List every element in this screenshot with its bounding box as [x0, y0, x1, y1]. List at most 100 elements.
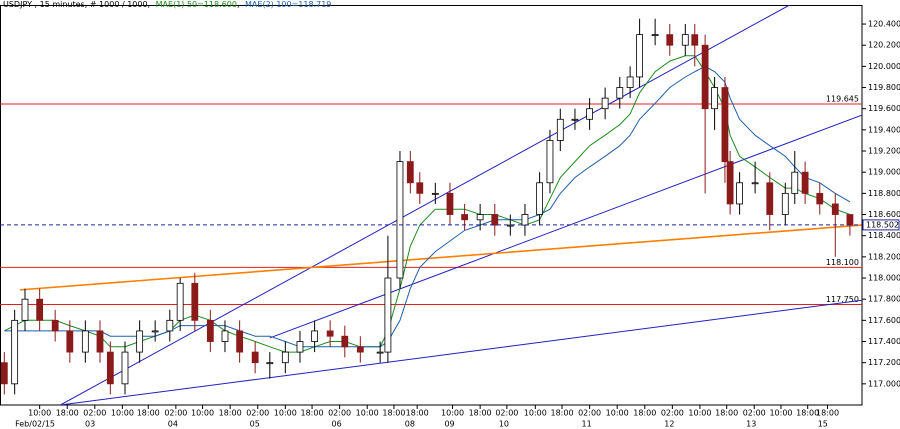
candle-body: [601, 97, 609, 110]
candle-body: [266, 362, 274, 365]
y-tick-label: 118.200: [868, 252, 900, 261]
x-tick-label: 02:00: [743, 409, 766, 418]
y-tick-label: 117.200: [868, 358, 900, 367]
candle-body: [701, 44, 709, 110]
y-tick-label: 119.800: [868, 83, 900, 92]
candle-body: [506, 224, 514, 227]
moving-average: [4, 55, 851, 353]
current-price-box: [862, 219, 900, 231]
x-tick-label: 18:00: [219, 409, 242, 418]
candle-body: [751, 182, 759, 185]
current-price-label: 118.502: [866, 220, 899, 229]
candle-body: [384, 277, 392, 353]
date-label: 12: [664, 420, 674, 429]
x-tick-label: 02:00: [328, 409, 351, 418]
y-tick-label: 120.400: [868, 20, 900, 29]
candle-body: [711, 87, 718, 110]
legend-entry: MAE(2) 100=118.719: [245, 0, 331, 9]
y-tick-label: 117.000: [868, 379, 900, 388]
trend-line: [60, 299, 862, 405]
plot-area: 119.645 118.100 117.750: [0, 5, 862, 405]
candle-body: [801, 171, 809, 194]
y-tick-label: 118.800: [868, 189, 900, 198]
candle-body: [446, 192, 454, 215]
candle-body: [406, 161, 414, 184]
x-tick-label: 02:00: [495, 409, 518, 418]
candle-body: [791, 171, 799, 194]
x-tick-label: 18:00: [633, 409, 656, 418]
x-tick-label: 10:00: [606, 409, 629, 418]
date-label: 08: [405, 420, 415, 429]
candle-body: [781, 192, 789, 215]
trend-line: [269, 114, 862, 339]
candle-body: [626, 76, 634, 88]
x-tick-label: 10:00: [688, 409, 711, 418]
x-tick-label: 10:00: [441, 409, 464, 418]
candle-body: [66, 330, 74, 353]
candle-body: [536, 182, 544, 215]
trend-line: [19, 224, 862, 291]
x-tick-label: 10:00: [111, 409, 134, 418]
candle-body: [736, 182, 743, 205]
candle-body: [51, 319, 59, 332]
x-tick-label: 02:00: [661, 409, 684, 418]
x-tick-label: 10:00: [524, 409, 547, 418]
candle-body: [166, 319, 174, 332]
x-tick-label: 10:00: [356, 409, 379, 418]
date-label: 10: [499, 420, 509, 429]
candle-body: [726, 161, 734, 205]
x-tick-label: 02:00: [578, 409, 601, 418]
candle-body: [191, 282, 199, 321]
candle-body: [476, 214, 484, 221]
candle-body: [681, 34, 689, 46]
candle-body: [556, 118, 564, 141]
candle-body: [416, 182, 424, 194]
y-tick-label: 119.000: [868, 168, 900, 177]
legend-sep: ,: [237, 0, 240, 9]
y-tick-label: 120.200: [868, 41, 900, 50]
candle-body: [221, 330, 229, 342]
x-tick-label: 18:00: [301, 409, 324, 418]
x-tick-label: 18:00: [137, 409, 160, 418]
candle-body: [376, 351, 384, 354]
date-label: 09: [444, 420, 454, 429]
candle-body: [521, 214, 529, 226]
candle-body: [846, 214, 854, 226]
y-tick-label: 118.600: [868, 210, 900, 219]
candle-body: [176, 282, 184, 321]
candle-body: [816, 192, 824, 205]
candle-body: [766, 182, 774, 215]
y-tick-label: 117.400: [868, 337, 900, 346]
y-tick-label: 117.600: [868, 316, 900, 325]
level-label: 117.750: [826, 295, 859, 304]
candle-body: [831, 203, 839, 215]
candle-body: [151, 330, 159, 333]
candle-body: [691, 34, 699, 46]
date-label: 04: [168, 420, 178, 429]
x-tick-label: 18:00: [56, 409, 79, 418]
x-tick-label: 18:00: [550, 409, 573, 418]
candle-body: [326, 330, 334, 337]
candle-body: [491, 214, 499, 226]
x-tick-label: 02:00: [83, 409, 106, 418]
candle-body: [136, 330, 144, 353]
date-label: Feb/02/15: [15, 420, 55, 429]
level-label: 118.100: [826, 258, 859, 267]
y-tick-label: 119.200: [868, 147, 900, 156]
candle-body: [356, 346, 364, 353]
date-label: 15: [818, 420, 828, 429]
candle-body: [236, 330, 244, 353]
y-tick-label: 118.400: [868, 231, 900, 240]
candle-body: [296, 341, 304, 353]
y-tick-label: 119.600: [868, 104, 900, 113]
date-label: 06: [332, 420, 342, 429]
x-tick-label: 02:00: [246, 409, 269, 418]
x-tick-label: 18:00: [406, 409, 429, 418]
candle-body: [651, 34, 659, 37]
y-tick-label: 117.800: [868, 295, 900, 304]
x-tick-label: 10:00: [769, 409, 792, 418]
legend-entry: MAE(1) 50=118.600: [156, 0, 237, 9]
plot-frame: [0, 5, 863, 406]
candle-body: [636, 34, 644, 78]
